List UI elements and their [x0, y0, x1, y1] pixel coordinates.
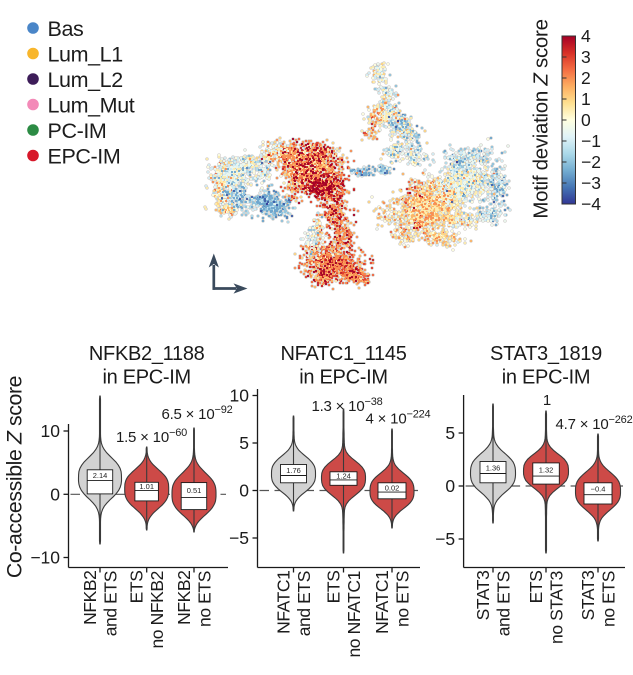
svg-text:NFKB2: NFKB2 — [174, 571, 194, 625]
svg-text:no ETS: no ETS — [599, 571, 619, 627]
svg-text:3: 3 — [581, 47, 591, 67]
svg-text:NFATC1: NFATC1 — [274, 571, 294, 634]
svg-text:STAT3: STAT3 — [473, 571, 493, 621]
svg-text:1: 1 — [581, 89, 591, 109]
svg-text:Co-accessible Z score: Co-accessible Z score — [3, 376, 27, 578]
svg-text:4: 4 — [581, 26, 591, 46]
svg-text:NFKB2_1188: NFKB2_1188 — [89, 343, 205, 365]
svg-text:no ETS: no ETS — [195, 571, 215, 627]
svg-text:Lum_L2: Lum_L2 — [48, 68, 123, 92]
svg-text:in EPC-IM: in EPC-IM — [102, 367, 190, 389]
svg-text:−10: −10 — [30, 548, 60, 568]
svg-text:−0.4: −0.4 — [591, 485, 606, 494]
svg-text:−5: −5 — [435, 529, 455, 549]
svg-text:0: 0 — [50, 485, 60, 505]
svg-text:no NFATC1: no NFATC1 — [344, 571, 364, 658]
svg-text:Bas: Bas — [48, 17, 84, 41]
svg-text:STAT3_1819: STAT3_1819 — [490, 343, 602, 365]
svg-text:Lum_Mut: Lum_Mut — [48, 94, 135, 118]
svg-text:NFATC1: NFATC1 — [372, 571, 392, 634]
svg-text:ETS: ETS — [127, 571, 147, 604]
svg-text:−4: −4 — [581, 194, 601, 214]
svg-text:EPC-IM: EPC-IM — [48, 145, 121, 169]
svg-text:1.01: 1.01 — [139, 482, 154, 491]
svg-text:−3: −3 — [581, 173, 601, 193]
svg-text:5: 5 — [239, 433, 249, 453]
svg-text:0: 0 — [239, 481, 249, 501]
svg-text:−5: −5 — [229, 528, 249, 548]
svg-text:in EPC-IM: in EPC-IM — [299, 367, 387, 389]
svg-text:2.14: 2.14 — [93, 471, 108, 480]
svg-text:1.24: 1.24 — [336, 472, 351, 481]
svg-text:−1: −1 — [581, 131, 601, 151]
svg-text:10: 10 — [41, 421, 61, 441]
svg-text:1.36: 1.36 — [486, 463, 501, 472]
svg-text:Lum_L1: Lum_L1 — [48, 43, 123, 67]
svg-text:NFATC1_1145: NFATC1_1145 — [280, 343, 406, 365]
svg-text:PC-IM: PC-IM — [48, 119, 107, 143]
svg-text:no NFKB2: no NFKB2 — [147, 571, 167, 649]
svg-text:−2: −2 — [581, 152, 601, 172]
svg-text:STAT3: STAT3 — [578, 571, 598, 621]
svg-text:no ETS: no ETS — [393, 571, 413, 627]
svg-text:0.51: 0.51 — [187, 486, 202, 495]
svg-text:0: 0 — [445, 476, 455, 496]
svg-text:and ETS: and ETS — [294, 571, 314, 636]
svg-text:Motif deviation Z score: Motif deviation Z score — [530, 19, 553, 218]
svg-text:ETS: ETS — [324, 571, 344, 604]
svg-text:1.32: 1.32 — [539, 465, 554, 474]
svg-text:in EPC-IM: in EPC-IM — [502, 367, 590, 389]
svg-text:1: 1 — [543, 392, 551, 409]
svg-text:1.76: 1.76 — [286, 466, 301, 475]
svg-text:ETS: ETS — [526, 571, 546, 604]
svg-text:2: 2 — [581, 68, 591, 88]
svg-text:0: 0 — [581, 110, 591, 130]
svg-text:no STAT3: no STAT3 — [547, 571, 567, 644]
svg-text:10: 10 — [230, 386, 250, 406]
svg-text:and ETS: and ETS — [101, 571, 121, 636]
svg-text:NFKB2: NFKB2 — [80, 571, 100, 625]
svg-text:5: 5 — [445, 423, 455, 443]
svg-text:and ETS: and ETS — [494, 571, 514, 636]
svg-text:0.02: 0.02 — [385, 483, 400, 492]
